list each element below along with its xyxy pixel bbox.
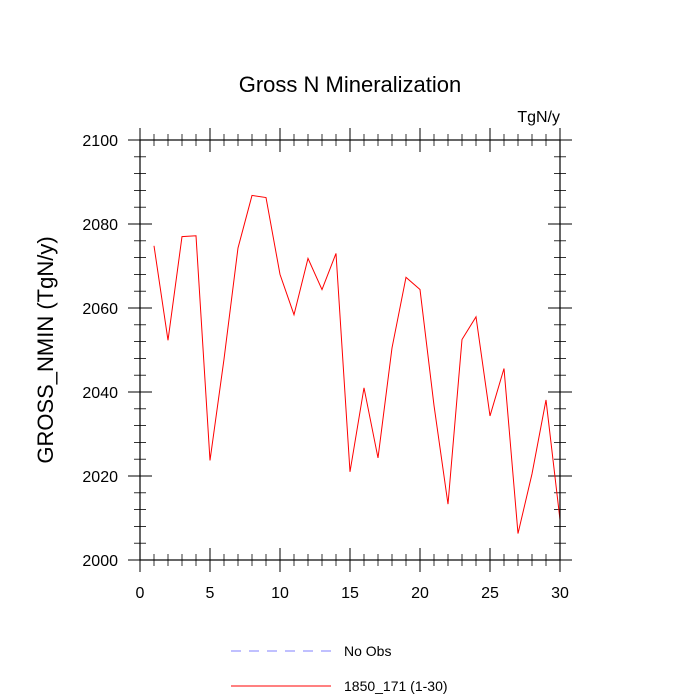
- y-axis-label: GROSS_NMIN (TgN/y): [33, 236, 58, 463]
- x-tick-label: 25: [481, 585, 499, 602]
- x-tick-label: 0: [136, 585, 145, 602]
- series-layer: [153, 194, 561, 534]
- plot-frame: [139, 139, 561, 561]
- y-tick-label: 2020: [82, 469, 118, 486]
- y-tick-label: 2080: [82, 217, 118, 234]
- legend-item: 1850_171 (1-30): [231, 678, 448, 694]
- y-tick-label: 2000: [82, 553, 118, 570]
- x-tick-label: 20: [411, 585, 429, 602]
- units-label: TgN/y: [517, 109, 560, 126]
- y-tick-label: 2060: [82, 301, 118, 318]
- legend-label: No Obs: [344, 643, 391, 659]
- legend: No Obs 1850_171 (1-30): [231, 643, 448, 694]
- legend-label: 1850_171 (1-30): [344, 678, 448, 694]
- y-tick-label: 2100: [82, 133, 118, 150]
- x-tick-label: 15: [341, 585, 359, 602]
- legend-item: No Obs: [231, 643, 391, 659]
- ticks-layer: 0 5 10 15 20 25 30 2000 2020 2040 2060 2080 2100: [82, 128, 572, 602]
- x-tick-label: 10: [271, 585, 289, 602]
- series-line-0: [153, 194, 561, 534]
- y-tick-label: 2040: [82, 385, 118, 402]
- chart-title: Gross N Mineralization: [239, 72, 462, 97]
- x-tick-label: 30: [551, 585, 569, 602]
- x-tick-label: 5: [206, 585, 215, 602]
